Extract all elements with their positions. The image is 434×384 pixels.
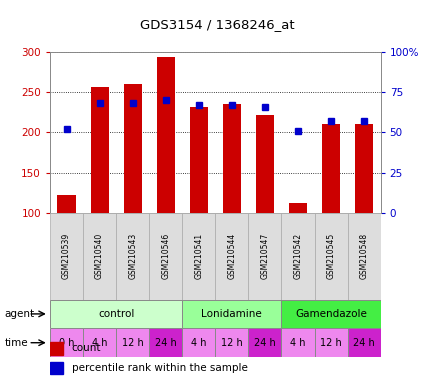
Bar xyxy=(50,342,63,354)
Bar xyxy=(156,57,174,213)
Bar xyxy=(215,328,248,357)
Bar xyxy=(354,124,372,213)
Bar xyxy=(149,328,182,357)
Bar xyxy=(314,213,347,300)
Bar xyxy=(281,328,314,357)
Bar xyxy=(182,328,215,357)
Text: control: control xyxy=(98,309,134,319)
Text: 12 h: 12 h xyxy=(220,338,242,348)
Text: percentile rank within the sample: percentile rank within the sample xyxy=(71,363,247,373)
Text: GSM210542: GSM210542 xyxy=(293,233,302,280)
Text: agent: agent xyxy=(4,309,34,319)
Text: GSM210546: GSM210546 xyxy=(161,233,170,280)
Text: 0 h: 0 h xyxy=(59,338,74,348)
Text: 4 h: 4 h xyxy=(191,338,206,348)
Bar xyxy=(248,213,281,300)
Bar xyxy=(50,362,63,374)
Text: count: count xyxy=(71,343,101,353)
Text: GSM210548: GSM210548 xyxy=(359,233,368,280)
Text: GSM210545: GSM210545 xyxy=(326,233,335,280)
Bar xyxy=(281,300,380,328)
Bar xyxy=(149,213,182,300)
Bar xyxy=(83,213,116,300)
Text: GSM210540: GSM210540 xyxy=(95,233,104,280)
Text: GSM210544: GSM210544 xyxy=(227,233,236,280)
Bar xyxy=(57,195,76,213)
Bar xyxy=(314,328,347,357)
Text: GSM210539: GSM210539 xyxy=(62,233,71,280)
Bar xyxy=(116,213,149,300)
Bar xyxy=(222,104,240,213)
Bar xyxy=(90,87,108,213)
Text: 4 h: 4 h xyxy=(92,338,107,348)
Text: time: time xyxy=(4,338,28,348)
Bar xyxy=(189,107,207,213)
Text: 24 h: 24 h xyxy=(253,338,275,348)
Text: Gamendazole: Gamendazole xyxy=(294,309,366,319)
Text: GDS3154 / 1368246_at: GDS3154 / 1368246_at xyxy=(140,18,294,31)
Bar xyxy=(347,328,380,357)
Bar xyxy=(255,115,273,213)
Bar xyxy=(182,213,215,300)
Text: Lonidamine: Lonidamine xyxy=(201,309,262,319)
Bar xyxy=(182,300,281,328)
Bar xyxy=(123,84,141,213)
Text: GSM210543: GSM210543 xyxy=(128,233,137,280)
Text: 24 h: 24 h xyxy=(352,338,374,348)
Bar xyxy=(288,203,306,213)
Text: 12 h: 12 h xyxy=(122,338,143,348)
Text: 4 h: 4 h xyxy=(289,338,305,348)
Bar xyxy=(281,213,314,300)
Bar xyxy=(321,124,339,213)
Bar xyxy=(215,213,248,300)
Text: 12 h: 12 h xyxy=(319,338,341,348)
Bar xyxy=(83,328,116,357)
Bar xyxy=(50,328,83,357)
Text: 24 h: 24 h xyxy=(155,338,176,348)
Bar xyxy=(347,213,380,300)
Bar xyxy=(116,328,149,357)
Bar xyxy=(50,213,83,300)
Text: GSM210547: GSM210547 xyxy=(260,233,269,280)
Bar xyxy=(50,300,182,328)
Bar xyxy=(248,328,281,357)
Text: GSM210541: GSM210541 xyxy=(194,233,203,280)
